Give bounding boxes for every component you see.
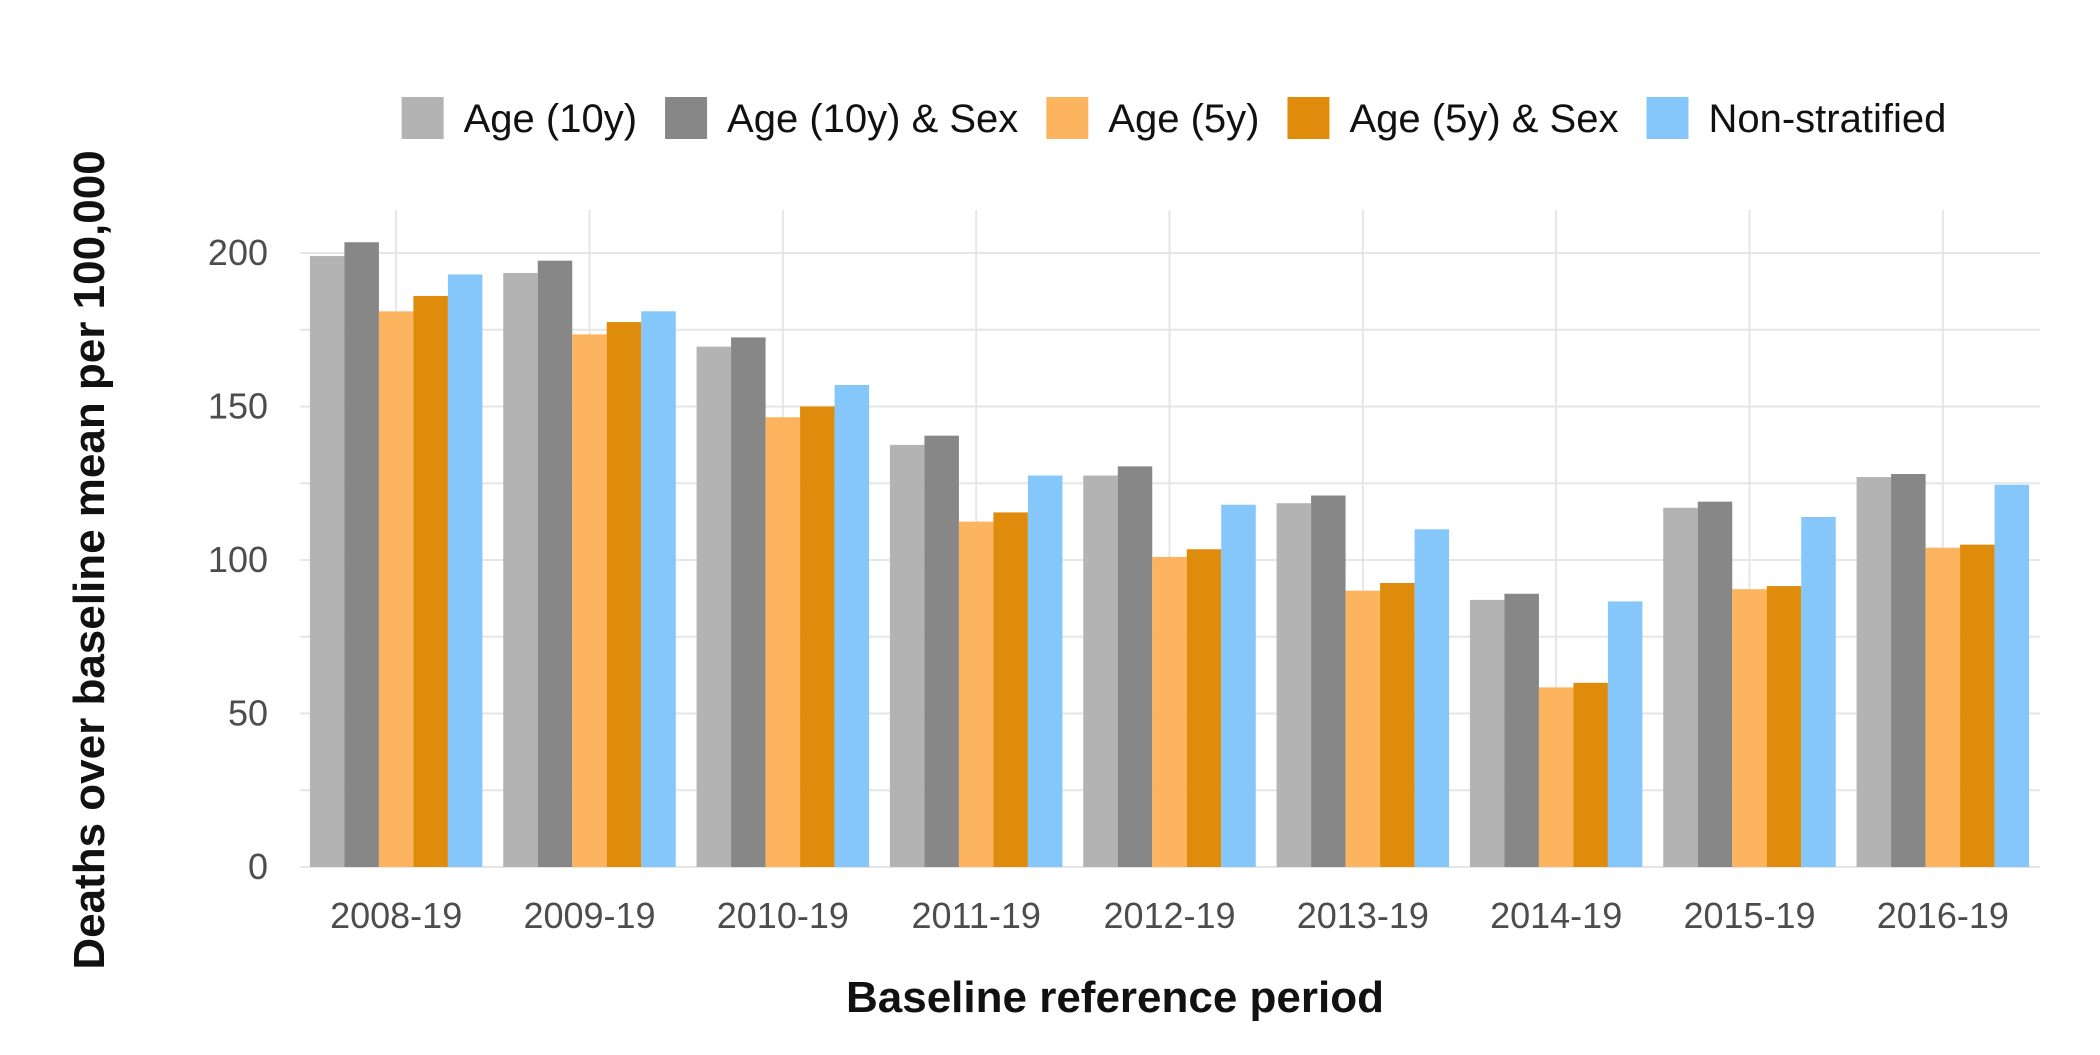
x-tick-label: 2011-19 [911, 895, 1040, 936]
bar-non-stratified-2010-19 [834, 384, 870, 867]
bar-age-5y-sex-2008-19 [413, 295, 448, 867]
y-tick-label: 150 [208, 385, 268, 426]
x-tick-label: 2009-19 [523, 895, 655, 936]
bar-age-10y-2015-19 [1663, 507, 1698, 867]
y-tick-label: 200 [208, 232, 268, 273]
legend-key [665, 97, 708, 139]
bar-non-stratified-2009-19 [641, 311, 676, 867]
legend-key [401, 97, 444, 139]
bar-age-10y-sex-2010-19 [731, 337, 766, 867]
bar-age-5y-2009-19 [572, 334, 607, 868]
x-tick-label: 2008-19 [330, 895, 462, 936]
bar-age-10y-2009-19 [503, 272, 538, 868]
bar-age-10y-2011-19 [889, 444, 925, 867]
legend-item: Non-stratified [1646, 97, 1946, 141]
legend-key [1646, 97, 1689, 139]
bar-age-10y-sex-2013-19 [1311, 495, 1346, 867]
y-tick-label: 50 [228, 692, 268, 733]
bar-age-10y-sex-2008-19 [344, 242, 379, 868]
bar-age-5y-2011-19 [958, 521, 994, 867]
x-tick-label: 2014-19 [1490, 895, 1622, 936]
bar-age-10y-2010-19 [696, 346, 732, 868]
legend-label: Non-stratified [1708, 97, 1946, 141]
bar-age-5y-sex-2013-19 [1380, 583, 1415, 867]
y-axis-ticks: 0 50 100 150 200 [208, 232, 268, 887]
bar-age-10y-2008-19 [309, 256, 345, 867]
legend-item: Age (5y) & Sex [1287, 97, 1618, 141]
x-tick-label: 2010-19 [717, 895, 849, 936]
x-axis-title: Baseline reference period [846, 973, 1384, 1022]
bar-age-5y-sex-2012-19 [1186, 549, 1222, 867]
bar-age-5y-sex-2010-19 [800, 406, 835, 867]
bar-non-stratified-2008-19 [447, 274, 483, 868]
x-tick-label: 2013-19 [1297, 895, 1429, 936]
bar-non-stratified-2016-19 [1994, 484, 2030, 867]
bar-age-10y-2016-19 [1856, 477, 1892, 867]
bar-age-5y-sex-2011-19 [993, 512, 1028, 867]
bar-age-10y-sex-2016-19 [1891, 474, 1926, 867]
x-tick-label: 2012-19 [1103, 895, 1235, 936]
y-tick-label: 0 [248, 846, 268, 887]
bar-age-5y-2015-19 [1732, 589, 1767, 867]
bar-non-stratified-2012-19 [1221, 504, 1256, 867]
bar-age-5y-sex-2009-19 [606, 322, 642, 867]
bar-age-5y-sex-2016-19 [1960, 544, 1995, 867]
bar-age-10y-sex-2014-19 [1504, 593, 1539, 867]
bar-age-10y-sex-2012-19 [1117, 466, 1153, 867]
bar-age-5y-2014-19 [1538, 687, 1574, 867]
legend-label: Age (5y) & Sex [1349, 97, 1618, 141]
legend-item: Age (10y) & Sex [665, 97, 1018, 141]
bar-non-stratified-2014-19 [1607, 601, 1643, 867]
legend-key [1287, 97, 1330, 139]
legend-key [1046, 97, 1089, 139]
bar-age-5y-2012-19 [1152, 556, 1187, 867]
x-tick-label: 2015-19 [1683, 895, 1815, 936]
bar-age-10y-sex-2015-19 [1697, 501, 1733, 867]
y-tick-label: 100 [208, 539, 268, 580]
bar-age-10y-2012-19 [1083, 475, 1118, 867]
bar-age-10y-sex-2011-19 [924, 435, 959, 867]
legend-label: Age (10y) [464, 97, 637, 141]
legend: Age (10y) Age (10y) & Sex Age (5y) Age (5y)… [401, 97, 1946, 141]
bar-age-5y-sex-2015-19 [1766, 586, 1802, 867]
bar-age-10y-sex-2009-19 [537, 260, 573, 867]
x-axis-ticks: 2008-19 2009-19 2010-19 2011-19 2012-19 2013-… [330, 895, 2009, 936]
bar-age-5y-2008-19 [378, 311, 414, 867]
bar-non-stratified-2013-19 [1414, 529, 1450, 867]
bar-age-5y-sex-2014-19 [1573, 682, 1608, 867]
bar-non-stratified-2011-19 [1027, 475, 1063, 867]
legend-label: Age (5y) [1108, 97, 1259, 141]
y-axis-title: Deaths over baseline mean per 100,000 [65, 150, 114, 969]
bar-non-stratified-2015-19 [1801, 517, 1836, 867]
legend-label: Age (10y) & Sex [727, 97, 1018, 141]
bar-age-5y-2016-19 [1925, 547, 1961, 867]
legend-item: Age (10y) [401, 97, 637, 141]
bars [309, 242, 2030, 868]
bar-age-10y-2013-19 [1276, 503, 1312, 867]
x-tick-label: 2016-19 [1877, 895, 2009, 936]
legend-item: Age (5y) [1046, 97, 1259, 141]
bar-age-5y-2013-19 [1345, 590, 1381, 867]
bar-age-10y-2014-19 [1469, 599, 1505, 867]
bar-age-5y-2010-19 [765, 417, 801, 867]
